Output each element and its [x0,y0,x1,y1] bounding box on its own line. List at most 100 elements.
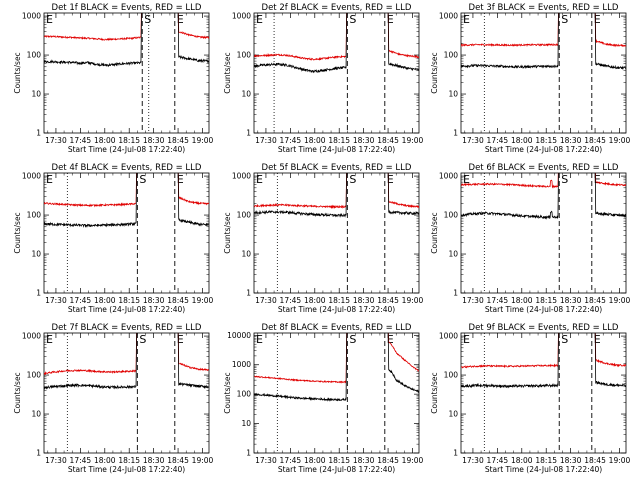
y-tick-label: 1000 [439,172,458,181]
y-tick-label: 10 [31,90,41,99]
y-axis-label: Counts/sec [430,212,439,253]
x-axis-label: Start Time (24-Jul-08 17:22:40) [68,305,185,314]
plot-frame [43,172,210,294]
x-tick-label: 17:45 [487,296,509,305]
y-tick-label: 1000 [439,332,458,341]
x-tick-label: 18:15 [118,296,140,305]
x-tick-label: 17:30 [462,296,484,305]
start-marker: E [46,333,53,346]
plot-frame [460,332,627,454]
x-tick-label: 17:45 [280,456,302,465]
x-tick-label: 18:45 [584,136,606,145]
events-series-line [254,13,419,74]
y-tick-label: 1 [453,449,458,458]
panel-title: Det 5f BLACK = Events, RED = LLD [262,163,412,173]
lld-series-line [254,13,419,61]
events-series-line [44,333,209,390]
x-tick-label: 18:00 [511,136,533,145]
start-marker: E [463,13,470,26]
y-tick-label: 100 [237,211,252,220]
saa-in-marker: S [349,13,356,26]
x-tick-label: 18:45 [377,456,399,465]
y-tick-label: 1 [453,289,458,298]
y-tick-label: 1 [453,129,458,138]
y-tick-label: 1 [246,449,251,458]
y-axis-label: Counts/sec [13,52,22,93]
x-tick-label: 18:30 [560,136,582,145]
events-series-line [461,173,626,220]
x-tick-label: 17:30 [255,296,277,305]
series-group [254,173,419,218]
x-tick-label: 17:30 [255,136,277,145]
x-tick-label: 18:30 [353,296,375,305]
lld-series-line [44,13,209,41]
x-tick-label: 18:15 [118,136,140,145]
x-tick-label: 18:15 [118,456,140,465]
x-axis-label: Start Time (24-Jul-08 17:22:40) [278,145,395,154]
y-tick-label: 100 [444,51,459,60]
series-group [461,333,626,389]
y-tick-label: 1000 [22,12,41,21]
x-tick-label: 18:15 [535,136,557,145]
saa-in-marker: S [349,333,356,346]
events-series-line [44,173,209,228]
y-tick-label: 1 [36,449,41,458]
series-group [44,173,209,228]
saa-in-marker: S [561,173,568,186]
x-tick-label: 18:15 [535,296,557,305]
y-tick-label: 10000 [227,331,251,340]
x-axis-label: Start Time (24-Jul-08 17:22:40) [485,145,602,154]
plot-frame [253,332,420,454]
x-axis-label: Start Time (24-Jul-08 17:22:40) [485,465,602,474]
saa-out-marker: E [177,333,184,346]
panel-title: Det 8f BLACK = Events, RED = LLD [262,323,412,333]
y-tick-label: 1000 [22,332,41,341]
panel-title: Det 6f BLACK = Events, RED = LLD [469,163,619,173]
y-tick-label: 100 [27,371,42,380]
y-tick-label: 1 [246,289,251,298]
x-tick-label: 19:00 [609,136,631,145]
x-tick-label: 18:00 [304,136,326,145]
x-tick-label: 19:00 [609,296,631,305]
y-tick-label: 10 [448,90,458,99]
x-tick-label: 18:45 [377,136,399,145]
x-tick-label: 18:30 [560,296,582,305]
x-tick-label: 17:45 [280,136,302,145]
y-tick-label: 10 [241,90,251,99]
x-tick-label: 18:45 [167,136,189,145]
events-series-line [254,333,419,402]
saa-out-marker: E [177,13,184,26]
panel-det-8: Det 8f BLACK = Events, RED = LLD 1 10 100 10… [223,323,424,474]
x-tick-label: 19:00 [192,136,214,145]
lld-series-line [461,333,626,369]
saa-out-marker: E [594,333,601,346]
x-axis-label: Start Time (24-Jul-08 17:22:40) [278,305,395,314]
start-marker: E [46,13,53,26]
start-marker: E [256,173,263,186]
saa-in-marker: S [349,173,356,186]
saa-out-marker: E [387,333,394,346]
panel-det-9: Det 9f BLACK = Events, RED = LLD 1 10 100 10… [430,323,631,474]
series-group [44,13,209,68]
x-tick-label: 17:30 [45,296,67,305]
x-tick-label: 18:00 [511,296,533,305]
y-tick-label: 100 [27,211,42,220]
y-tick-label: 1000 [232,12,251,21]
events-series-line [461,13,626,71]
lld-series-line [461,13,626,48]
x-tick-label: 18:30 [143,136,165,145]
start-marker: E [463,173,470,186]
series-group [461,13,626,71]
panel-title: Det 1f BLACK = Events, RED = LLD [52,3,202,13]
plot-frame [460,12,627,134]
x-tick-label: 18:15 [328,136,350,145]
x-tick-label: 18:45 [584,456,606,465]
y-tick-label: 10 [31,250,41,259]
start-marker: E [463,333,470,346]
y-axis-label: Counts/sec [430,372,439,413]
start-marker: E [46,173,53,186]
x-tick-label: 19:00 [402,456,424,465]
panel-det-7: Det 7f BLACK = Events, RED = LLD 1 10 100 10… [13,323,214,474]
x-tick-label: 17:45 [487,136,509,145]
y-tick-label: 1000 [232,172,251,181]
